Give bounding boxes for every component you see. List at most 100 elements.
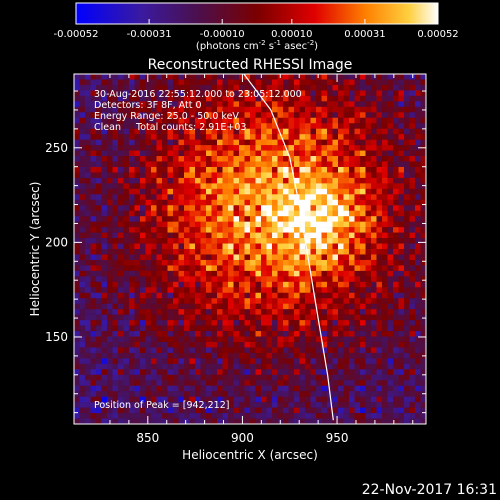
heatmap-cell — [162, 369, 168, 376]
heatmap-cell — [420, 298, 426, 304]
heatmap-cell — [222, 331, 229, 337]
footer-date: 22-Nov-2017 16:31 — [362, 482, 497, 498]
heatmap-cell — [321, 166, 328, 173]
heatmap-cell — [228, 407, 234, 414]
heatmap-cell — [173, 385, 179, 392]
heatmap-cell — [404, 84, 410, 91]
heatmap-cell — [321, 331, 328, 337]
heatmap-cell — [167, 156, 174, 162]
heatmap-cell — [266, 270, 273, 277]
heatmap-cell — [376, 243, 383, 250]
heatmap-cell — [79, 128, 86, 135]
heatmap-cell — [338, 199, 344, 206]
heatmap-cell — [222, 101, 229, 108]
heatmap-cell — [74, 298, 80, 304]
heatmap-cell — [85, 418, 91, 424]
heatmap-cell — [250, 287, 256, 294]
heatmap-cell — [123, 79, 130, 86]
heatmap-cell — [211, 194, 218, 201]
heatmap-cell — [338, 314, 344, 321]
heatmap-cell — [134, 188, 141, 195]
heatmap-cell — [354, 325, 361, 332]
heatmap-cell — [299, 128, 306, 135]
heatmap-cell — [338, 79, 344, 86]
heatmap-cell — [244, 325, 251, 332]
heatmap-cell — [277, 363, 284, 370]
heatmap-cell — [387, 194, 394, 201]
heatmap-cell — [283, 396, 289, 403]
heatmap-cell — [140, 243, 146, 250]
heatmap-cell — [266, 166, 273, 173]
heatmap-cell — [239, 391, 245, 397]
heatmap-cell — [349, 385, 355, 392]
heatmap-cell — [354, 249, 361, 255]
heatmap-cell — [200, 363, 207, 370]
heatmap-cell — [101, 101, 108, 108]
heatmap-cell — [288, 254, 295, 261]
heatmap-cell — [404, 352, 410, 359]
heatmap-cell — [211, 183, 218, 190]
heatmap-cell — [79, 150, 86, 157]
heatmap-cell — [228, 259, 234, 266]
heatmap-cell — [255, 407, 262, 414]
heatmap-cell — [107, 374, 113, 381]
heatmap-cell — [343, 325, 350, 332]
heatmap-cell — [189, 396, 196, 403]
heatmap-cell — [283, 79, 289, 86]
heatmap-cell — [79, 265, 86, 272]
heatmap-cell — [228, 156, 234, 162]
heatmap-cell — [354, 314, 361, 321]
heatmap-cell — [310, 145, 317, 151]
heatmap-cell — [167, 363, 174, 370]
heatmap-cell — [360, 358, 366, 365]
heatmap-cell — [85, 276, 91, 283]
heatmap-cell — [283, 320, 289, 326]
heatmap-cell — [167, 106, 174, 113]
heatmap-cell — [277, 221, 284, 228]
heatmap-cell — [162, 385, 168, 392]
heatmap-cell — [211, 150, 218, 157]
heatmap-cell — [310, 156, 317, 162]
heatmap-cell — [349, 407, 355, 414]
heatmap-cell — [129, 292, 135, 299]
heatmap-cell — [123, 336, 130, 343]
heatmap-cell — [167, 172, 174, 179]
heatmap-cell — [200, 303, 207, 310]
heatmap-cell — [96, 413, 102, 419]
heatmap-cell — [134, 216, 141, 222]
heatmap-cell — [96, 166, 102, 173]
heatmap-cell — [173, 123, 179, 129]
heatmap-cell — [217, 84, 223, 91]
heatmap-cell — [79, 298, 86, 304]
heatmap-cell — [305, 90, 311, 97]
heatmap-cell — [151, 243, 157, 250]
heatmap-cell — [162, 183, 168, 190]
heatmap-cell — [222, 90, 229, 97]
heatmap-cell — [393, 331, 399, 337]
heatmap-cell — [167, 331, 174, 337]
heatmap-cell — [327, 134, 333, 140]
heatmap-cell — [288, 270, 295, 277]
heatmap-cell — [387, 161, 394, 168]
heatmap-cell — [244, 117, 251, 124]
heatmap-cell — [404, 380, 410, 387]
heatmap-cell — [277, 341, 284, 348]
heatmap-cell — [74, 249, 80, 255]
heatmap-cell — [167, 84, 174, 91]
heatmap-cell — [343, 238, 350, 244]
heatmap-cell — [134, 243, 141, 250]
heatmap-cell — [189, 227, 196, 233]
heatmap-cell — [90, 254, 97, 261]
heatmap-cell — [294, 243, 300, 250]
heatmap-cell — [79, 101, 86, 108]
heatmap-cell — [173, 325, 179, 332]
heatmap-cell — [376, 161, 383, 168]
heatmap-cell — [294, 303, 300, 310]
heatmap-cell — [79, 194, 86, 201]
heatmap-cell — [261, 161, 267, 168]
heatmap-cell — [283, 166, 289, 173]
heatmap-cell — [398, 303, 405, 310]
heatmap-cell — [206, 188, 212, 195]
heatmap-cell — [222, 418, 229, 424]
heatmap-cell — [343, 243, 350, 250]
